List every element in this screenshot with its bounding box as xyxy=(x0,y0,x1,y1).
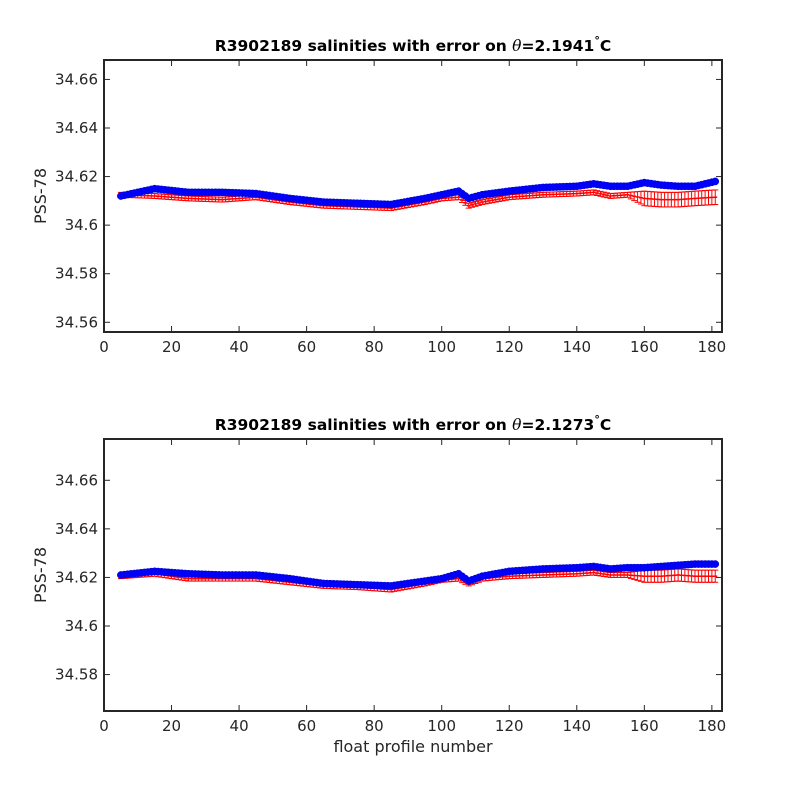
x-tick-label: 140 xyxy=(562,338,591,356)
y-axis-label: PSS-78 xyxy=(31,547,50,603)
x-tick-label: 140 xyxy=(562,717,591,735)
x-tick-label: 160 xyxy=(630,338,659,356)
y-tick-label: 34.62 xyxy=(55,568,98,586)
x-tick-label: 160 xyxy=(630,717,659,735)
calibrated-series xyxy=(117,177,720,209)
x-tick-label: 80 xyxy=(365,338,384,356)
y-tick-label: 34.66 xyxy=(55,471,98,489)
x-tick-label: 80 xyxy=(365,717,384,735)
x-tick-label: 0 xyxy=(99,717,109,735)
y-tick-label: 34.64 xyxy=(55,520,98,538)
x-tick-label: 120 xyxy=(495,717,524,735)
x-tick-label: 100 xyxy=(427,338,456,356)
chart-panel-bottom: R3902189 salinities with error on θ=2.12… xyxy=(31,413,726,756)
x-tick-label: 60 xyxy=(297,338,316,356)
x-tick-label: 40 xyxy=(230,338,249,356)
x-tick-label: 120 xyxy=(495,338,524,356)
x-tick-label: 20 xyxy=(162,717,181,735)
y-tick-label: 34.58 xyxy=(55,265,98,283)
chart-title: R3902189 salinities with error on θ=2.12… xyxy=(215,413,611,434)
x-tick-label: 20 xyxy=(162,338,181,356)
y-tick-label: 34.64 xyxy=(55,119,98,137)
y-tick-label: 34.6 xyxy=(65,617,98,635)
y-tick-label: 34.62 xyxy=(55,168,98,186)
data-point xyxy=(711,177,720,186)
x-tick-label: 40 xyxy=(230,717,249,735)
x-tick-label: 100 xyxy=(427,717,456,735)
x-tick-label: 60 xyxy=(297,717,316,735)
y-tick-label: 34.66 xyxy=(55,70,98,88)
y-tick-label: 34.56 xyxy=(55,313,98,331)
chart-title: R3902189 salinities with error on θ=2.19… xyxy=(215,34,611,55)
x-tick-label: 0 xyxy=(99,338,109,356)
x-tick-label: 180 xyxy=(698,338,727,356)
x-axis-label: float profile number xyxy=(333,737,493,756)
y-tick-label: 34.6 xyxy=(65,216,98,234)
x-tick-label: 180 xyxy=(698,717,727,735)
data-point xyxy=(711,560,720,568)
y-tick-label: 34.58 xyxy=(55,666,98,684)
calibrated-series xyxy=(117,560,720,590)
chart-panel-top: R3902189 salinities with error on θ=2.19… xyxy=(31,34,726,356)
y-axis-label: PSS-78 xyxy=(31,168,50,224)
